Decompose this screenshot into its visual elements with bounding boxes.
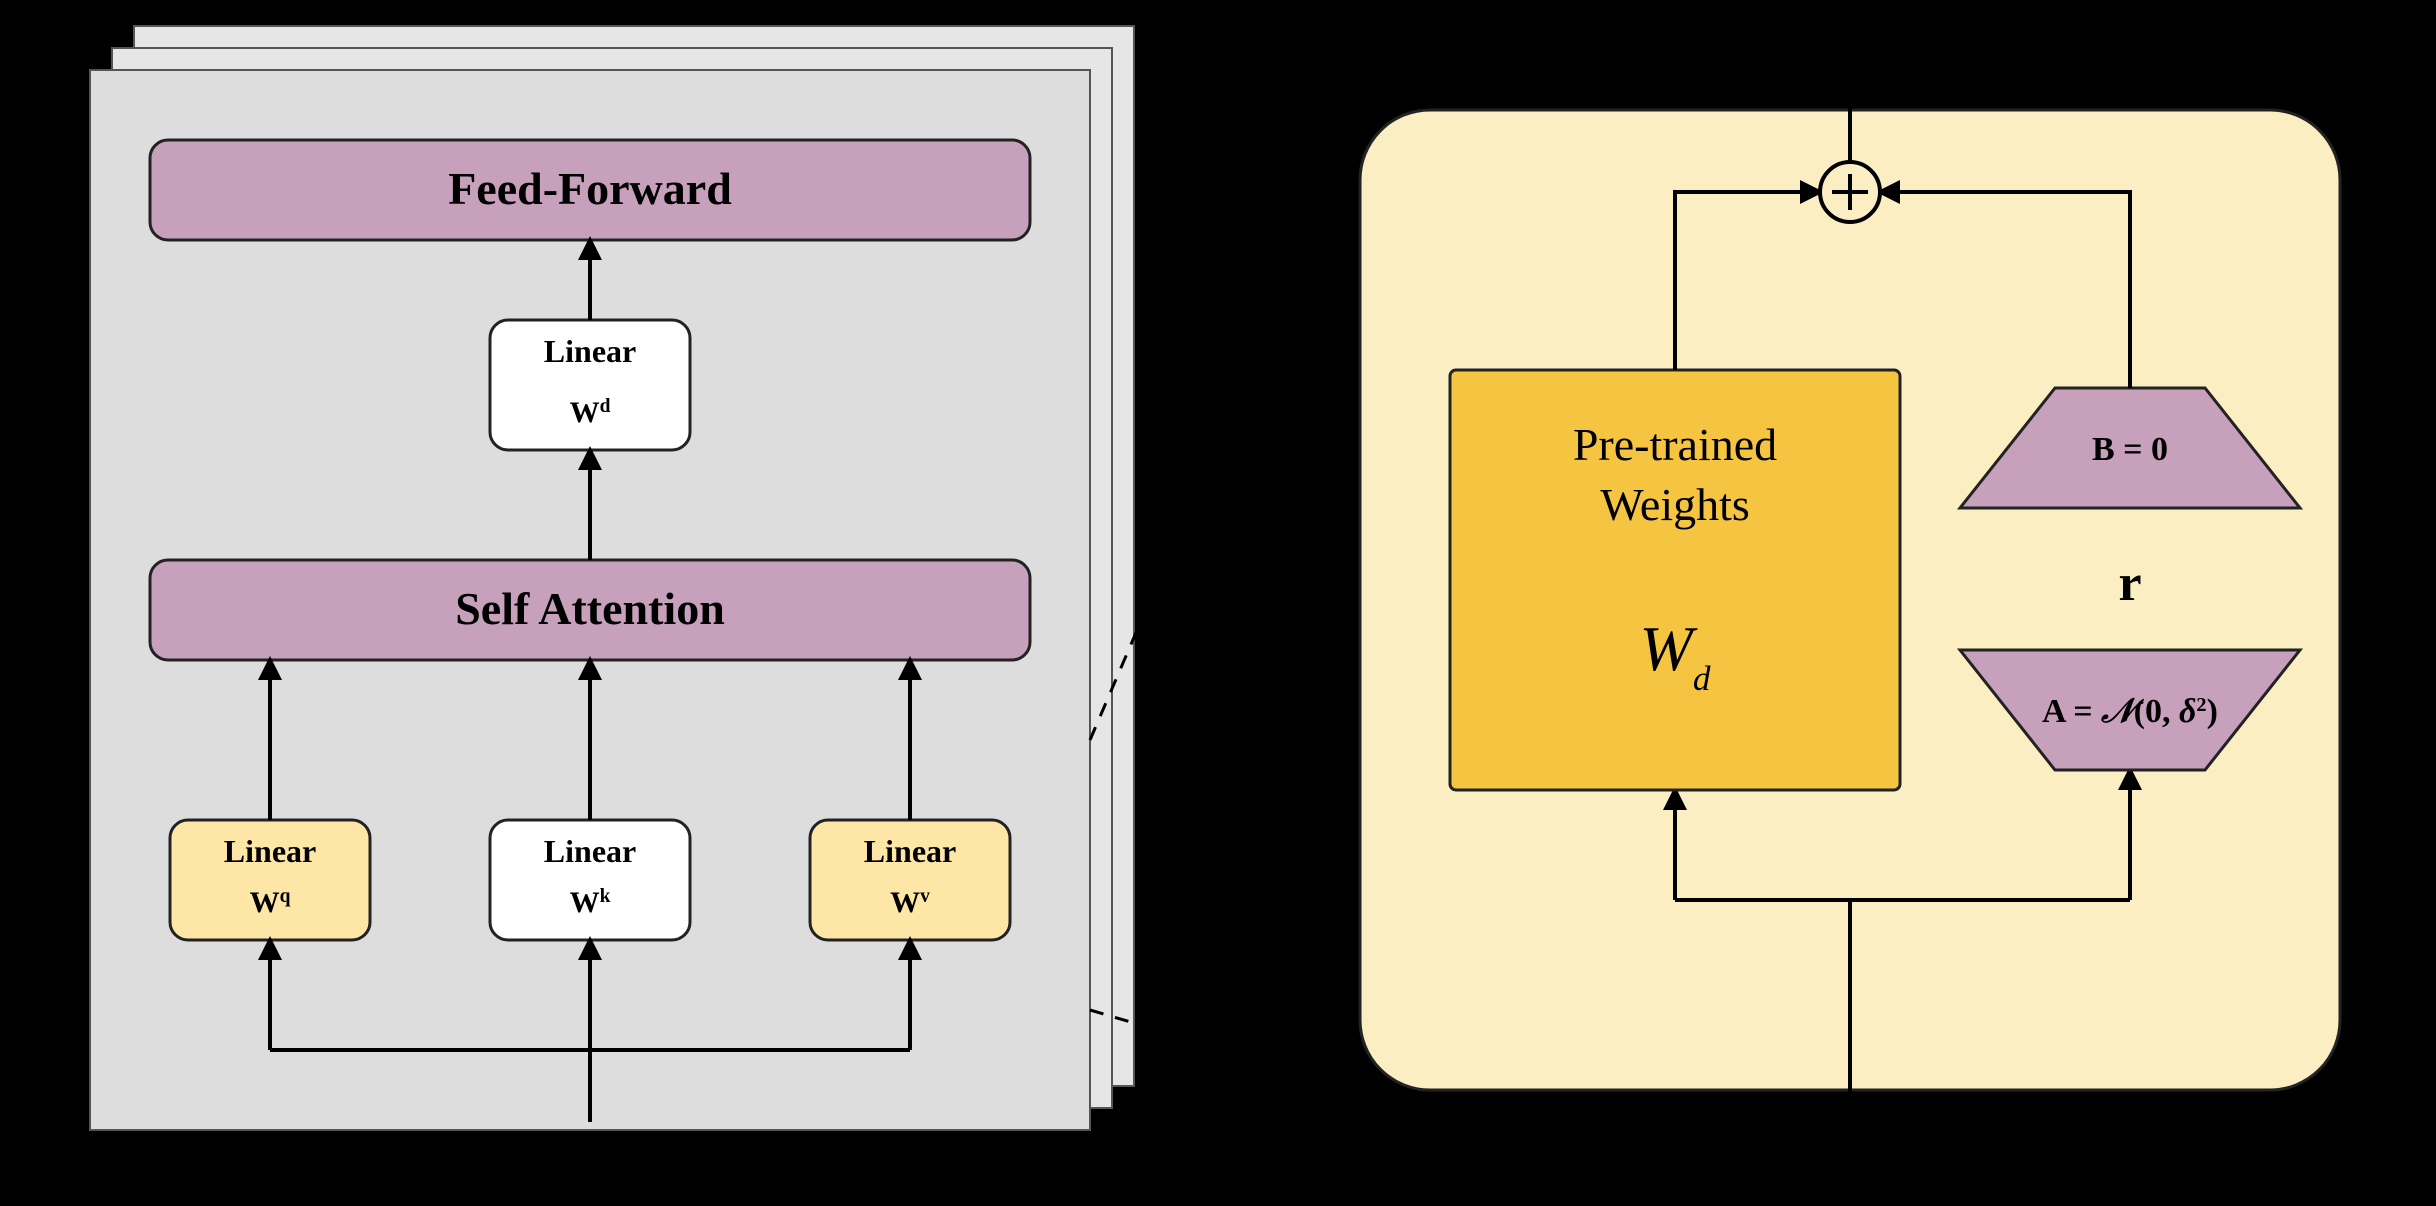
self-attention-label: Self Attention [455,583,725,634]
pretrained-line1: Pre-trained [1573,419,1777,470]
rank-r-label: r [2118,555,2141,612]
layer-label: layer [1140,223,1192,252]
trap-B-label: B = 0 [2092,431,2168,468]
feed-forward-label: Feed-Forward [448,163,732,214]
linear-wq-box-title: Linear [224,833,316,869]
linear-wd-box-title: Linear [544,333,636,369]
pretrained-line2: Weights [1600,479,1750,530]
linear-wk-box-title: Linear [544,833,636,869]
linear-wv-box-title: Linear [864,833,956,869]
trap-A-label: A = 𝒩(0, δ2) [2042,693,2218,730]
